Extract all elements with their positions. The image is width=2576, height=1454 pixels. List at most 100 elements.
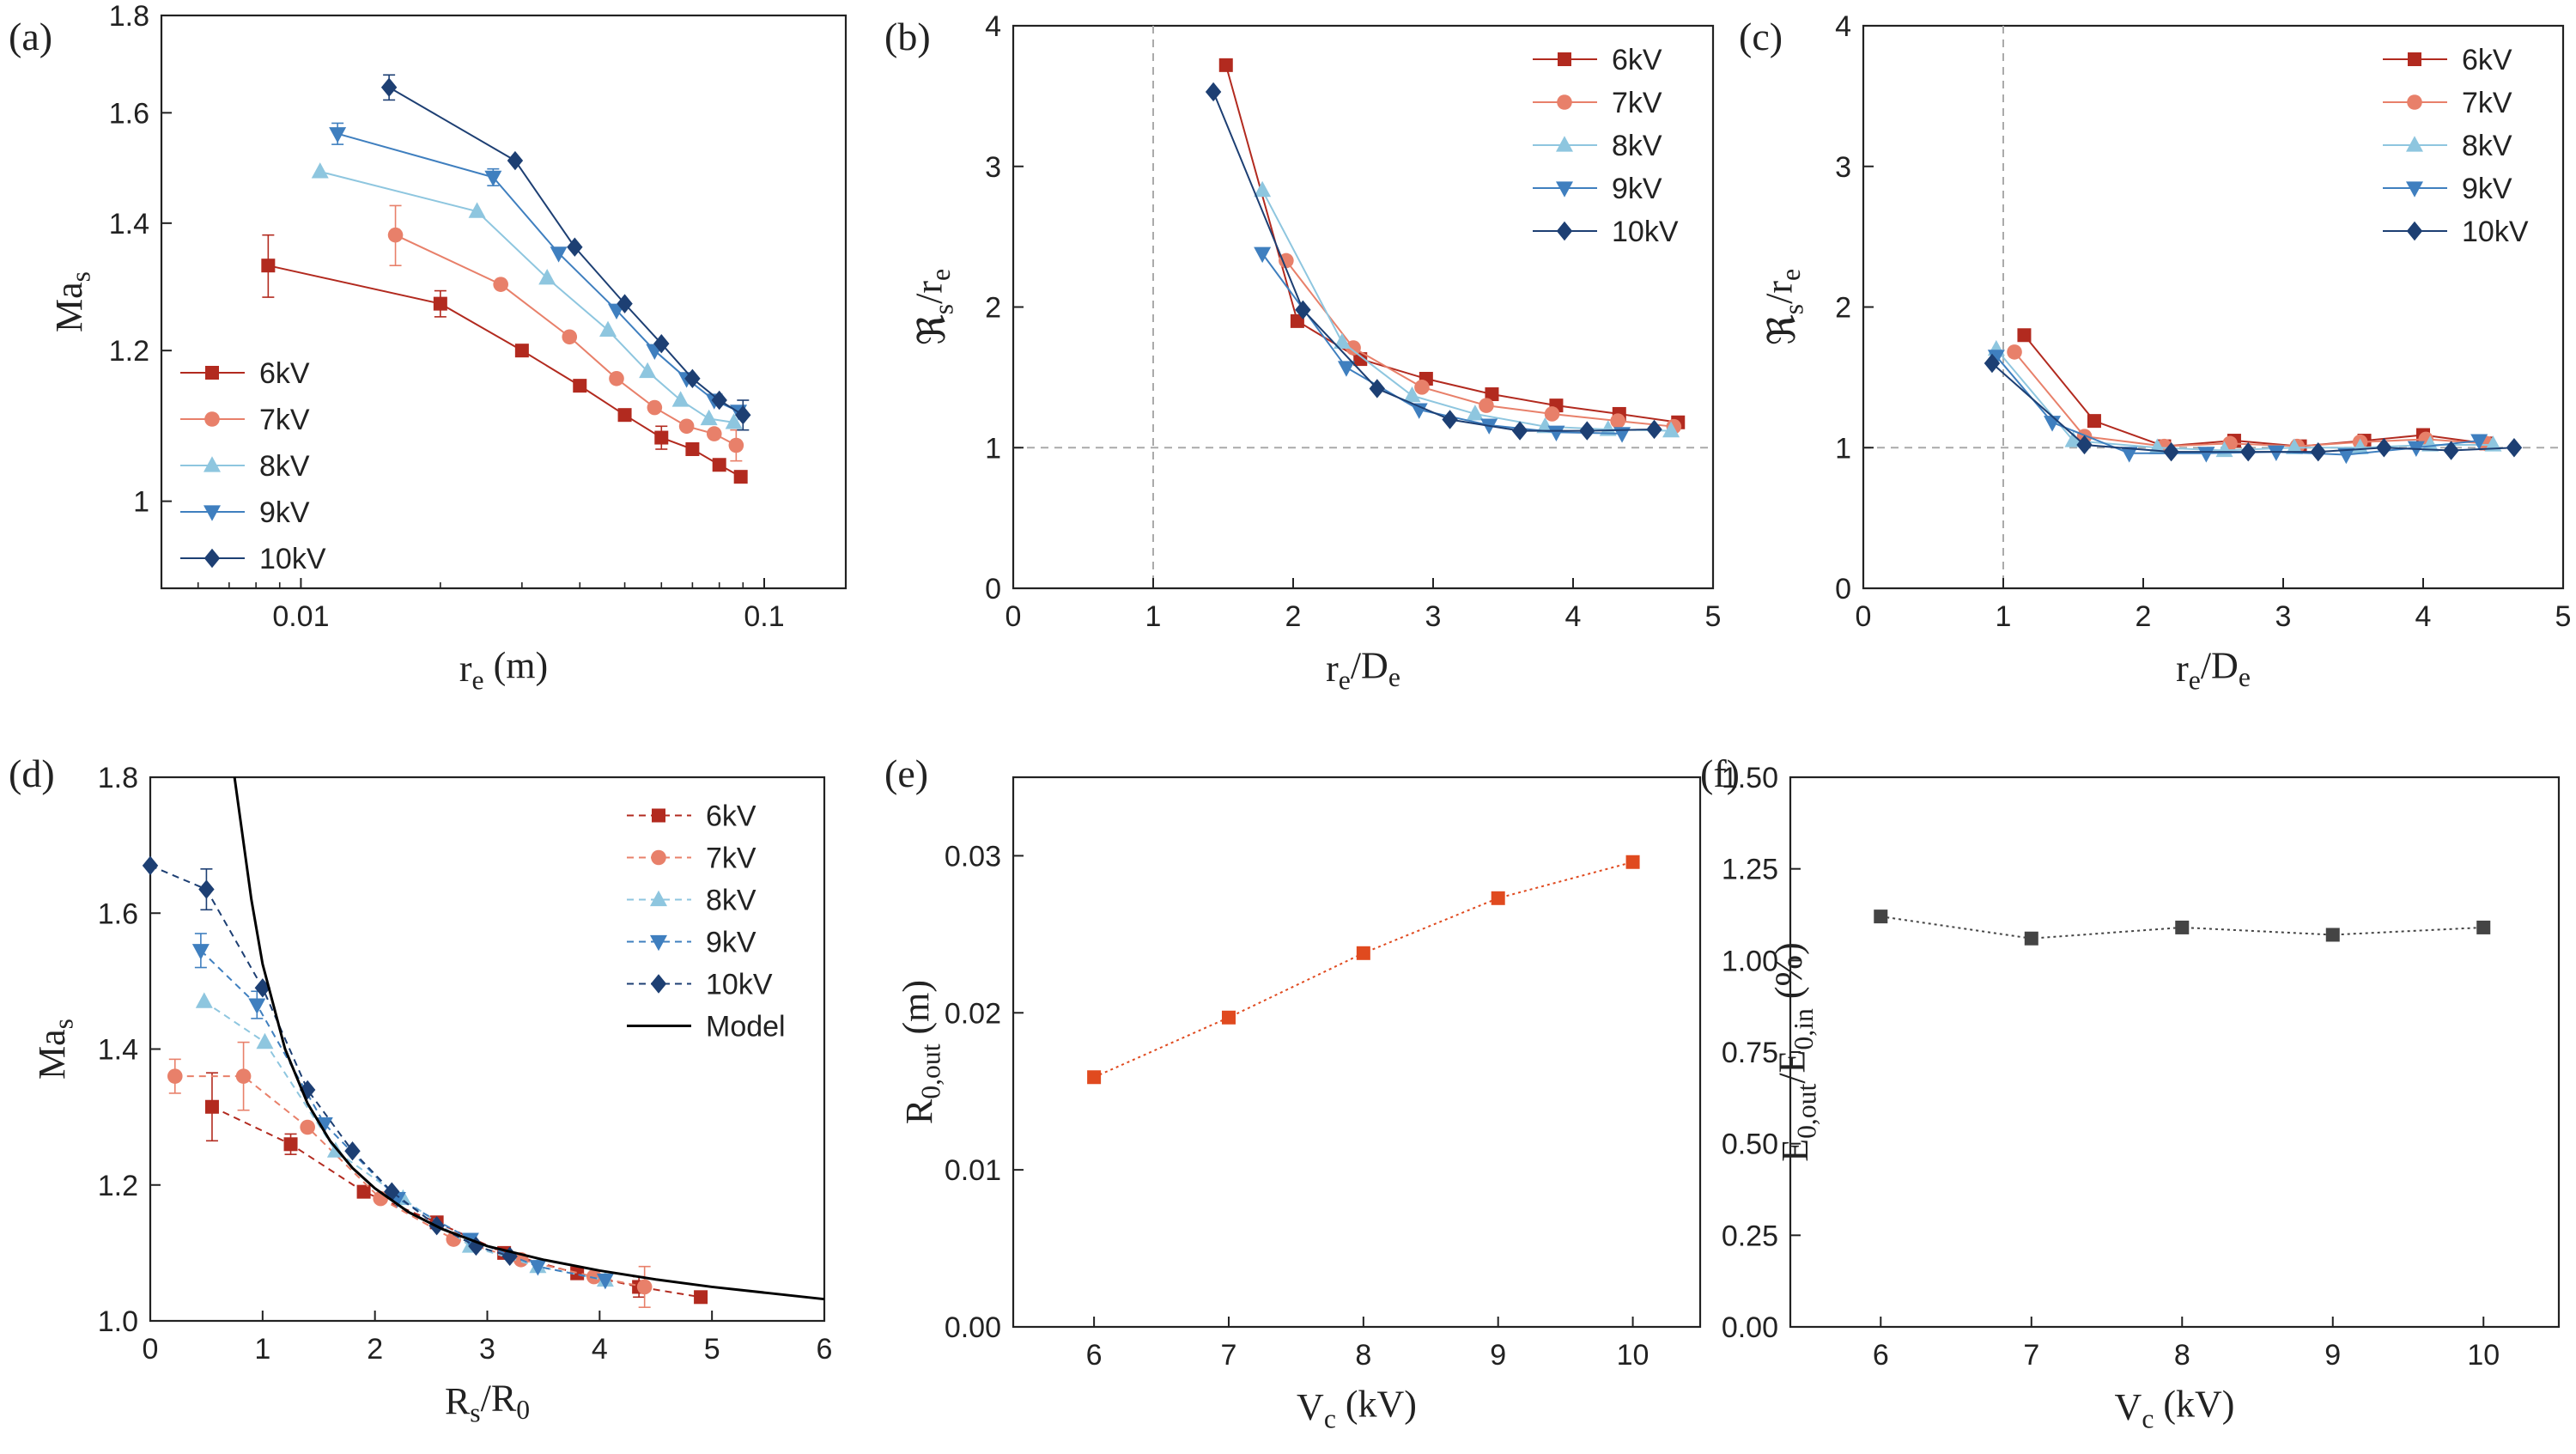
data-point (315, 1116, 333, 1134)
legend-marker (2406, 181, 2423, 198)
series-line (174, 1075, 645, 1288)
data-point (1356, 946, 1370, 960)
series-10kV (1205, 82, 1662, 441)
legend-label: 9kV (2462, 173, 2512, 205)
data-point (300, 1119, 315, 1135)
legend-label: 8kV (1612, 130, 1662, 162)
data-point (1579, 421, 1595, 441)
series-7kV (387, 204, 744, 462)
data-point (562, 329, 578, 345)
series-6kV (204, 1072, 708, 1305)
series-line (233, 776, 825, 1301)
x-tick-label: 5 (704, 1333, 720, 1366)
y-tick-label: 1.2 (109, 335, 149, 368)
data-point (1485, 387, 1499, 402)
legend-label: 10kV (1612, 216, 1679, 248)
legend: 6kV 7kV 8kV 9kV 10kV Model (627, 800, 786, 1043)
y-tick-label: 0.01 (945, 1154, 1001, 1187)
legend-marker (651, 849, 666, 866)
x-tick-label: 1 (1145, 600, 1162, 633)
data-point (299, 1080, 316, 1100)
x-tick-label: 1 (254, 1333, 270, 1366)
panel-label: (d) (9, 751, 55, 795)
legend-marker (204, 456, 221, 472)
data-point (1536, 417, 1554, 434)
y-tick-label: 1.6 (98, 897, 138, 930)
data-point (311, 162, 329, 179)
legend: 6kV 7kV 8kV 9kV 10kV (2383, 44, 2529, 248)
series-line (149, 864, 510, 1257)
y-tick-label: 1.50 (1722, 762, 1778, 794)
x-tick-label: 0 (143, 1333, 159, 1366)
data-point (733, 470, 748, 484)
panel-e: 6 7 8 9 10 0.00 0.01 0.02 0.03 (e) Vc (kV) R0,out (… (884, 751, 1702, 1434)
series-9kV (329, 122, 748, 421)
data-point (2267, 445, 2285, 461)
data-point (2087, 414, 2101, 429)
data-point (433, 296, 447, 311)
data-point (468, 1236, 484, 1256)
x-tick-label: 7 (1221, 1339, 1237, 1372)
data-point (2286, 438, 2304, 454)
series-10kV (380, 74, 751, 431)
y-tick-label: 1.0 (98, 1305, 138, 1338)
data-point (2443, 441, 2459, 460)
legend-marker (650, 890, 667, 907)
data-point (700, 409, 718, 426)
data-point (1625, 855, 1640, 869)
data-point (529, 1260, 547, 1276)
y-axis-label: Mas (48, 271, 96, 332)
x-tick-label: 6 (817, 1333, 833, 1366)
data-point (1403, 386, 1421, 403)
legend-label: 8kV (2462, 130, 2512, 162)
legend-label: 6kV (706, 800, 756, 833)
data-point (1511, 421, 1528, 441)
x-tick-label: 6 (1873, 1339, 1889, 1372)
data-point (570, 1266, 585, 1281)
data-point (2175, 920, 2190, 934)
x-tick-label: 0.1 (744, 600, 784, 633)
legend-label: 6kV (259, 357, 310, 390)
series-8kV (195, 992, 614, 1287)
data-point (2007, 344, 2022, 360)
data-point (2484, 435, 2502, 452)
data-point (484, 170, 502, 187)
x-tick-label: 4 (592, 1333, 608, 1366)
legend-marker (650, 974, 667, 994)
x-tick-label: 0 (1856, 600, 1872, 633)
x-tick-label: 5 (2555, 600, 2572, 633)
y-tick-label: 0.00 (945, 1311, 1001, 1344)
data-point (636, 1279, 653, 1295)
series-line (2014, 351, 2487, 447)
series-line (1224, 64, 1679, 423)
legend-marker (1556, 221, 1573, 241)
x-tick-label: 2 (2136, 600, 2152, 633)
series-10kV (1984, 353, 2523, 462)
series-10kV (142, 855, 518, 1267)
data-point (1874, 910, 1888, 924)
x-tick-label: 9 (1490, 1339, 1506, 1372)
data-point (1087, 1070, 1102, 1085)
data-point (514, 344, 529, 358)
series-6kV (261, 234, 748, 484)
data-point (501, 1246, 518, 1267)
data-point (204, 1099, 219, 1114)
y-tick-label: 4 (1835, 10, 1851, 43)
y-tick-label: 2 (985, 292, 1001, 325)
data-point (2470, 434, 2488, 450)
data-point (735, 405, 751, 425)
y-tick-label: 1 (1835, 432, 1851, 465)
data-point (167, 1068, 183, 1084)
series-8kV (1254, 180, 1680, 438)
data-point (567, 237, 583, 257)
series-data (1874, 910, 2491, 946)
data-point (1610, 413, 1625, 429)
series-7kV (1279, 252, 1682, 435)
data-point (2120, 447, 2138, 463)
legend-label: 9kV (259, 496, 310, 529)
legend-label: 7kV (259, 404, 310, 436)
data-point (344, 1141, 361, 1161)
panel-label: (e) (884, 751, 928, 795)
y-tick-label: 1.6 (109, 97, 149, 130)
